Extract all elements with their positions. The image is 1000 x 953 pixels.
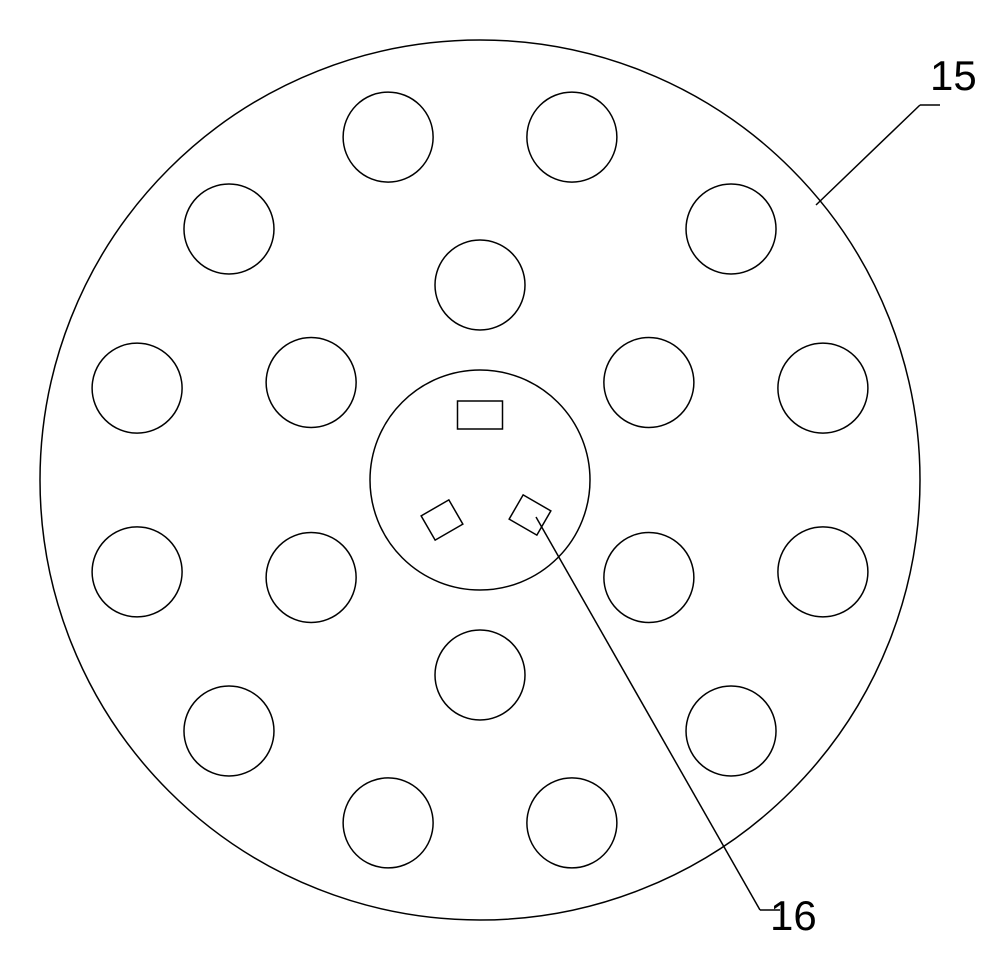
callout-leader: [536, 517, 760, 910]
inner-ring-hole: [266, 338, 356, 428]
outer-ring-hole: [527, 92, 617, 182]
callout-label: 15: [930, 52, 977, 99]
callout-leader: [816, 105, 920, 205]
outer-ring-hole: [343, 92, 433, 182]
outer-ring-hole: [686, 184, 776, 274]
outer-ring-hole: [527, 778, 617, 868]
hub-circle: [370, 370, 590, 590]
inner-ring-hole: [435, 240, 525, 330]
callout-label: 16: [770, 892, 817, 939]
outer-ring-hole: [184, 184, 274, 274]
outer-circle: [40, 40, 920, 920]
center-slot: [509, 495, 551, 535]
inner-ring-hole: [266, 533, 356, 623]
outer-ring-hole: [343, 778, 433, 868]
outer-ring-hole: [778, 343, 868, 433]
outer-ring-hole: [184, 686, 274, 776]
outer-ring-hole: [778, 527, 868, 617]
mechanical-diagram: 1516: [0, 0, 1000, 953]
inner-ring-hole: [604, 533, 694, 623]
outer-ring-hole: [686, 686, 776, 776]
center-slot: [458, 401, 503, 429]
inner-ring-hole: [604, 338, 694, 428]
outer-ring-hole: [92, 343, 182, 433]
outer-ring-hole: [92, 527, 182, 617]
center-slot: [421, 500, 463, 540]
inner-ring-hole: [435, 630, 525, 720]
